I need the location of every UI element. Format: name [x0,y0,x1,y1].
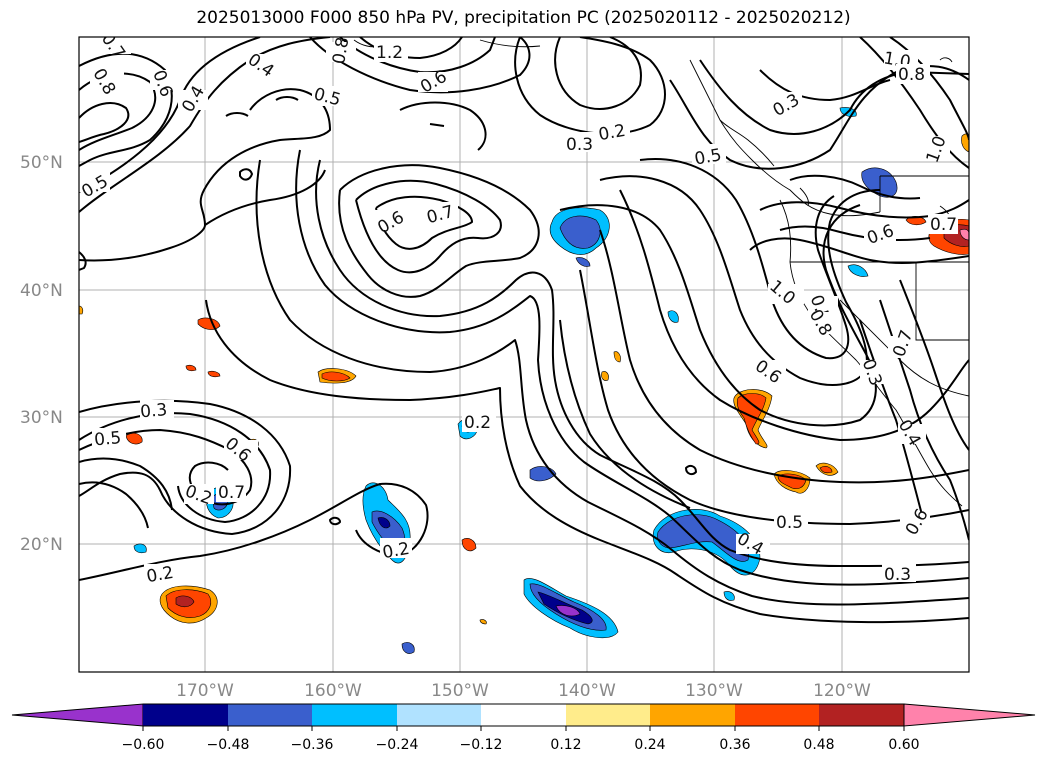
lon-label: 170°W [176,681,234,701]
contour-label: 0.8 [898,65,925,85]
colorbar-segment [481,704,566,726]
colorbar-tick-label: 0.12 [550,737,581,753]
colorbar-segment [312,704,397,726]
colorbar: −0.60 −0.48 −0.36 −0.24 −0.12 0.12 0.24 … [11,703,1036,753]
contour-label: 0.2 [464,413,491,433]
colorbar-tick-label: −0.12 [460,737,503,753]
colorbar-segment [566,704,650,726]
lon-label: 160°W [304,681,362,701]
contour-label: 0.2 [145,563,175,587]
contour-label: 0.7 [218,483,245,503]
colorbar-tick-label: 0.36 [719,737,750,753]
contour-label: 0.2 [597,121,627,145]
contour-label: 1.2 [376,43,403,63]
contour-label: 0.8 [329,36,353,66]
colorbar-extend-right [903,703,1036,727]
lon-label: 140°W [558,681,616,701]
lon-label: 150°W [431,681,489,701]
contour-label: 0.5 [93,428,122,450]
lat-label: 30°N [20,408,63,428]
lon-label: 130°W [685,681,743,701]
lon-labels: 170°W 160°W 150°W 140°W 130°W 120°W [176,681,871,701]
pv-contours [79,37,969,624]
lat-labels: 50°N 40°N 30°N 20°N [20,153,63,555]
colorbar-segment [819,704,904,726]
lat-label: 40°N [20,281,63,301]
colorbar-tick-label: −0.48 [207,737,250,753]
colorbar-tick-label: 0.24 [634,737,665,753]
lat-label: 50°N [20,153,63,173]
colorbar-tick-label: 0.60 [888,737,919,753]
map-frame [78,36,970,673]
contour-label: 0.3 [139,400,168,422]
colorbar-extend-left [11,703,144,727]
colorbar-tick-label: −0.60 [122,737,165,753]
colorbar-tick-label: −0.36 [291,737,334,753]
contour-label: 0.5 [776,513,803,533]
map-panel [79,37,969,672]
contour-label: 0.3 [884,565,911,585]
contour-label: 0.2 [381,539,411,563]
contour-label: 0.3 [566,135,593,155]
lon-label: 120°W [813,681,871,701]
colorbar-segment [735,704,819,726]
colorbar-segment [143,704,228,726]
map-title: 2025013000 F000 850 hPa PV, precipitatio… [196,8,851,28]
colorbar-segment [397,704,481,726]
contour-label: 0.5 [693,145,723,169]
colorbar-segment [650,704,735,726]
colorbar-tick-label: −0.24 [376,737,419,753]
coastlines [353,39,969,507]
colorbar-tick-label: 0.48 [803,737,834,753]
colorbar-segment [228,704,312,726]
contour-label: 0.7 [930,215,957,235]
lat-label: 20°N [20,535,63,555]
gridlines [79,37,969,672]
